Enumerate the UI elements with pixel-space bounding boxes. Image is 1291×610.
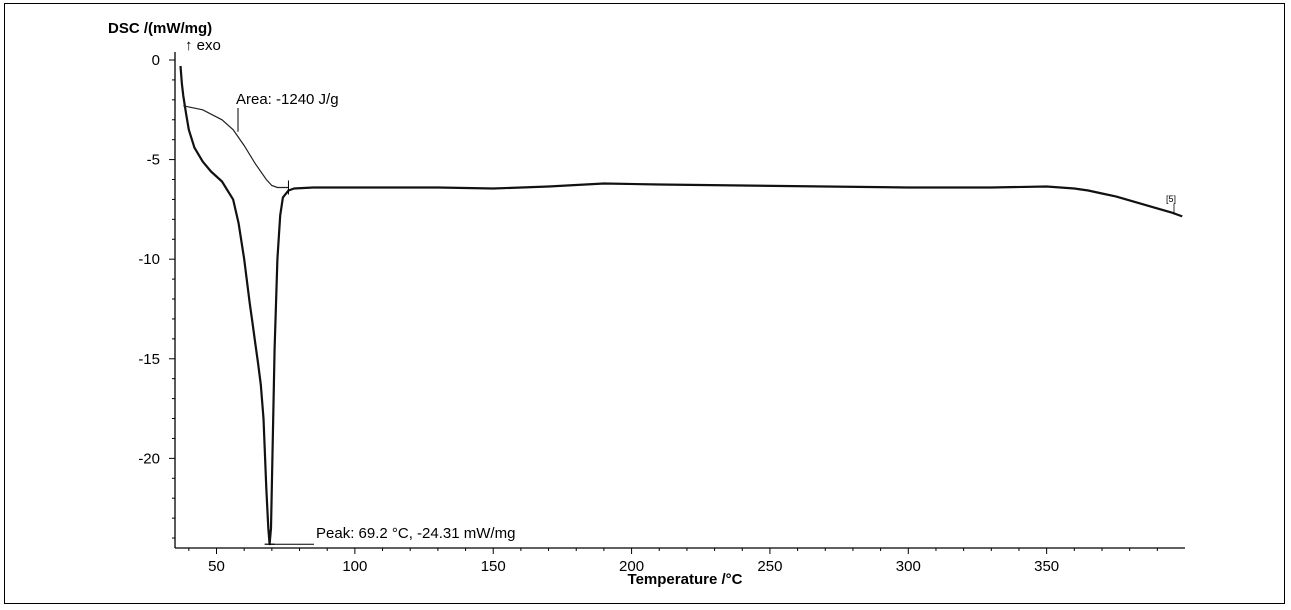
ticks: 50 100 150 200 250 300 350 0 -5 -10 -15 -20 [138,52,1158,575]
dsc-curve [179,65,1183,546]
x-tick-label: 200 [619,558,644,575]
integration-baseline [183,105,289,189]
x-tick-label: 300 [896,558,921,575]
y-tick-label: -20 [138,450,160,467]
y-tick-label: -5 [147,152,160,169]
x-axis-label: Temperature /°C [628,571,743,588]
y-axis-label: DSC /(mW/mg) [108,20,212,37]
x-tick-label: 50 [208,558,225,575]
peak-annotation: Peak: 69.2 °C, -24.31 mW/mg [316,525,515,542]
y-tick-label: 0 [152,52,160,69]
x-tick-label: 150 [481,558,506,575]
y-tick-label: -15 [138,351,160,368]
y-tick-label: -10 [138,251,160,268]
annotations: DSC /(mW/mg) ↑ exo Temperature /°C Area:… [108,20,1176,588]
y-axis-exo-note: ↑ exo [185,37,221,54]
chart-frame [4,3,1285,604]
x-tick-label: 350 [1034,558,1059,575]
area-annotation: Area: -1240 J/g [236,91,339,108]
axes [174,52,1185,549]
x-tick-label: 250 [757,558,782,575]
curves [179,65,1183,546]
x-tick-label: 100 [342,558,367,575]
curve-id-label: [5] [1166,194,1176,204]
